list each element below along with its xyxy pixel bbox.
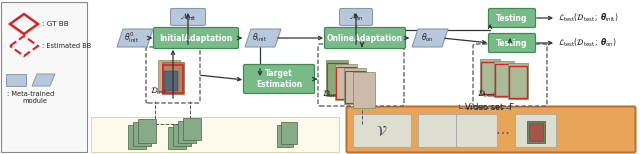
FancyBboxPatch shape	[456, 115, 497, 148]
Bar	[326, 60, 348, 96]
Bar	[353, 72, 375, 108]
Text: : Estimated BB: : Estimated BB	[42, 43, 92, 49]
Text: Target
Estimation: Target Estimation	[256, 69, 302, 89]
Text: $\theta^{0}_{\mathrm{init}}$: $\theta^{0}_{\mathrm{init}}$	[125, 30, 140, 45]
Text: $\mathcal{D}_{\mathrm{on}}$: $\mathcal{D}_{\mathrm{on}}$	[322, 89, 337, 100]
Polygon shape	[245, 29, 281, 47]
FancyBboxPatch shape	[243, 65, 314, 93]
Bar	[6, 74, 26, 86]
Bar	[163, 65, 183, 93]
Text: module: module	[22, 98, 47, 104]
Bar	[178, 121, 196, 143]
Bar	[128, 125, 146, 149]
FancyBboxPatch shape	[324, 28, 406, 49]
Bar	[277, 125, 293, 147]
Bar	[133, 122, 151, 146]
FancyBboxPatch shape	[346, 107, 636, 152]
Text: $\theta_{\mathrm{on}}$: $\theta_{\mathrm{on}}$	[420, 32, 433, 44]
Polygon shape	[32, 74, 55, 86]
Bar	[527, 121, 545, 143]
Text: $\mathcal{A}_{\mathrm{on}}$: $\mathcal{A}_{\mathrm{on}}$	[349, 11, 364, 23]
FancyBboxPatch shape	[515, 115, 557, 148]
Text: OnlineAdaptation: OnlineAdaptation	[327, 34, 403, 43]
FancyBboxPatch shape	[353, 115, 412, 148]
Bar	[158, 60, 180, 92]
Text: $\mathcal{A}_{\mathrm{init}}$: $\mathcal{A}_{\mathrm{init}}$	[180, 11, 196, 23]
Text: Testing: Testing	[496, 14, 528, 22]
Bar	[494, 61, 514, 97]
Bar	[345, 71, 365, 103]
Bar	[495, 64, 513, 96]
Text: Video set  $\mathit{\Gamma}$: Video set $\mathit{\Gamma}$	[465, 101, 516, 111]
Polygon shape	[117, 29, 153, 47]
Bar	[327, 63, 347, 95]
Text: Testing: Testing	[496, 38, 528, 47]
Text: $\mathcal{V}$: $\mathcal{V}$	[376, 124, 388, 138]
Text: $\cdots$: $\cdots$	[495, 124, 509, 138]
FancyBboxPatch shape	[170, 8, 205, 26]
Text: : GT BB: : GT BB	[42, 21, 68, 27]
Text: : Meta-trained: : Meta-trained	[7, 91, 54, 97]
FancyBboxPatch shape	[473, 44, 547, 106]
Bar	[138, 119, 156, 143]
FancyBboxPatch shape	[146, 47, 200, 103]
Bar	[164, 71, 178, 91]
Bar	[281, 122, 297, 144]
Bar	[335, 64, 357, 100]
Text: $\mathcal{L}_{\mathrm{test}}(\mathcal{D}_{\mathrm{test}}\,;\,\boldsymbol{\theta}: $\mathcal{L}_{\mathrm{test}}(\mathcal{D}…	[558, 12, 618, 24]
Text: $\mathcal{D}_{\mathrm{init}}$: $\mathcal{D}_{\mathrm{init}}$	[150, 85, 168, 97]
FancyBboxPatch shape	[154, 28, 239, 49]
Bar	[529, 123, 543, 141]
FancyBboxPatch shape	[339, 8, 372, 26]
Bar	[183, 118, 201, 140]
Text: InitialAdaptation: InitialAdaptation	[159, 34, 232, 43]
FancyBboxPatch shape	[419, 115, 460, 148]
FancyBboxPatch shape	[318, 44, 404, 106]
Text: $\theta_{\mathrm{init}}$: $\theta_{\mathrm{init}}$	[253, 32, 268, 44]
Bar	[1, 2, 87, 152]
Bar	[168, 127, 186, 149]
FancyBboxPatch shape	[488, 8, 536, 28]
Bar	[91, 117, 339, 152]
Bar	[480, 59, 500, 95]
Text: $\mathcal{D}_{\mathrm{test}}$: $\mathcal{D}_{\mathrm{test}}$	[477, 89, 497, 100]
Bar	[508, 63, 528, 99]
Bar	[344, 68, 366, 104]
FancyBboxPatch shape	[488, 34, 536, 53]
Bar	[481, 62, 499, 94]
Bar	[336, 67, 356, 99]
Bar	[162, 62, 184, 94]
Bar	[509, 66, 527, 98]
Polygon shape	[412, 29, 448, 47]
Bar	[173, 124, 191, 146]
Text: $\mathcal{L}_{\mathrm{test}}(\mathcal{D}_{\mathrm{test}}\,;\,\boldsymbol{\theta}: $\mathcal{L}_{\mathrm{test}}(\mathcal{D}…	[558, 37, 617, 49]
